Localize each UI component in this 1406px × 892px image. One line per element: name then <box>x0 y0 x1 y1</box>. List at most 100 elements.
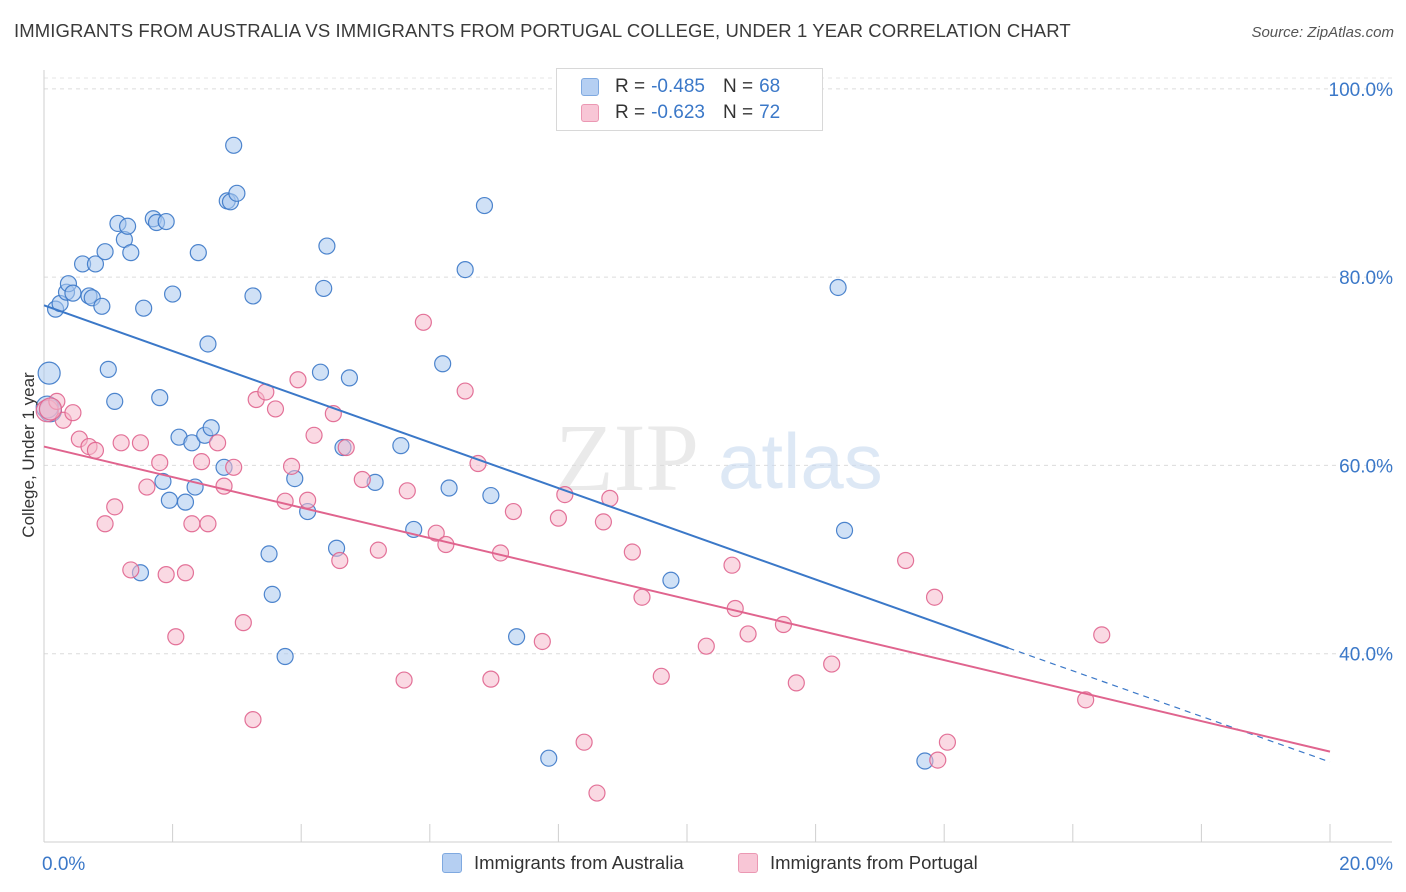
australia-point <box>228 184 246 202</box>
australia-point <box>64 284 82 302</box>
australia-point <box>135 299 153 317</box>
bottom-legend-swatch-portugal <box>738 853 758 873</box>
trend-line-portugal <box>43 445 1331 753</box>
bottom-legend: Immigrants from Australia Immigrants fro… <box>0 852 1406 878</box>
australia-point <box>508 628 526 646</box>
australia-point <box>318 237 336 255</box>
portugal-point <box>623 543 641 561</box>
portugal-point <box>633 588 651 606</box>
australia-point <box>829 278 847 297</box>
y-axis-label: College, Under 1 year <box>19 372 38 538</box>
australia-point <box>475 196 494 215</box>
portugal-point <box>897 551 915 570</box>
australia-point <box>392 437 410 455</box>
portugal-point <box>199 515 217 533</box>
australia-point <box>164 285 182 303</box>
portugal-point <box>96 515 114 533</box>
portugal-point <box>289 371 307 389</box>
australia-point <box>151 389 169 407</box>
portugal-point <box>823 655 841 673</box>
australia-point <box>340 369 359 387</box>
portugal-point <box>209 434 227 452</box>
portugal-point <box>192 453 211 471</box>
portugal-point <box>437 535 455 554</box>
portugal-point <box>151 453 169 472</box>
portugal-point <box>925 588 944 606</box>
legend-row-australia: R = -0.485 N = 68 <box>581 75 780 99</box>
portugal-point <box>305 426 323 444</box>
portugal-point <box>244 711 262 729</box>
portugal-point <box>331 551 349 570</box>
legend-n-value: 72 <box>759 102 781 123</box>
portugal-point <box>176 564 195 582</box>
y-tick-label: 40.0% <box>1339 645 1393 666</box>
portugal-point <box>414 313 432 331</box>
legend-n-label: N = <box>722 76 754 97</box>
australia-point <box>835 521 854 539</box>
australia-point <box>276 647 294 666</box>
australia-point <box>189 244 207 262</box>
y-tick-label: 60.0% <box>1339 456 1393 477</box>
bottom-legend-label-portugal: Immigrants from Portugal <box>770 852 978 873</box>
legend-r-value: -0.485 <box>651 76 705 97</box>
series-australia-points <box>35 136 934 770</box>
x-tick-label: 20.0% <box>1339 854 1393 875</box>
portugal-point <box>276 492 294 510</box>
x-tick-label: 0.0% <box>42 854 85 875</box>
australia-point <box>540 749 558 767</box>
portugal-point <box>215 477 233 495</box>
portugal-point <box>398 482 416 500</box>
portugal-point <box>38 397 63 421</box>
legend-swatch-australia <box>581 78 599 96</box>
trend-line-australia-extension <box>1008 647 1331 763</box>
australia-point <box>37 361 61 385</box>
portugal-point <box>167 628 185 646</box>
portugal-point <box>131 434 150 452</box>
portugal-point <box>652 667 670 685</box>
legend-n-label: N = <box>722 102 754 123</box>
portugal-point <box>575 733 593 751</box>
bottom-legend-portugal: Immigrants from Portugal <box>738 852 978 874</box>
australia-point <box>122 244 140 262</box>
australia-point <box>96 243 114 261</box>
portugal-point <box>929 751 947 769</box>
australia-point <box>99 360 117 378</box>
bottom-legend-swatch-australia <box>442 853 462 873</box>
portugal-point <box>112 434 130 452</box>
portugal-point <box>456 382 474 400</box>
portugal-point <box>225 458 243 476</box>
portugal-point <box>549 509 568 527</box>
australia-point <box>315 279 333 298</box>
legend-r-label: R = <box>615 76 646 97</box>
australia-point <box>263 585 281 603</box>
australia-point <box>160 491 178 509</box>
legend-r-value: -0.623 <box>651 102 705 123</box>
portugal-point <box>556 486 574 504</box>
portugal-point <box>774 615 793 634</box>
watermark-zip: ZIP <box>555 404 699 511</box>
portugal-point <box>395 671 413 689</box>
australia-point <box>260 545 278 563</box>
portugal-point <box>588 784 606 802</box>
legend-row-portugal: R = -0.623 N = 72 <box>581 101 780 125</box>
bottom-legend-australia: Immigrants from Australia <box>442 852 684 874</box>
watermark: ZIP atlas <box>555 404 883 511</box>
portugal-point <box>138 478 156 496</box>
portugal-point <box>282 457 301 475</box>
portugal-point <box>1077 691 1095 709</box>
australia-point <box>199 335 217 353</box>
y-tick-label: 100.0% <box>1329 80 1394 101</box>
portugal-point <box>469 454 487 473</box>
australia-point <box>157 212 175 231</box>
portugal-point <box>697 637 715 655</box>
portugal-point <box>234 614 252 632</box>
portugal-point <box>106 498 124 516</box>
source-label: Source: ZipAtlas.com <box>1251 24 1394 41</box>
portugal-point <box>353 470 371 489</box>
australia-point <box>183 434 201 452</box>
trend-lines <box>43 304 1331 763</box>
portugal-point <box>266 400 285 418</box>
watermark-atlas: atlas <box>718 417 883 505</box>
australia-point <box>456 260 474 279</box>
series-portugal-points <box>35 313 1111 802</box>
